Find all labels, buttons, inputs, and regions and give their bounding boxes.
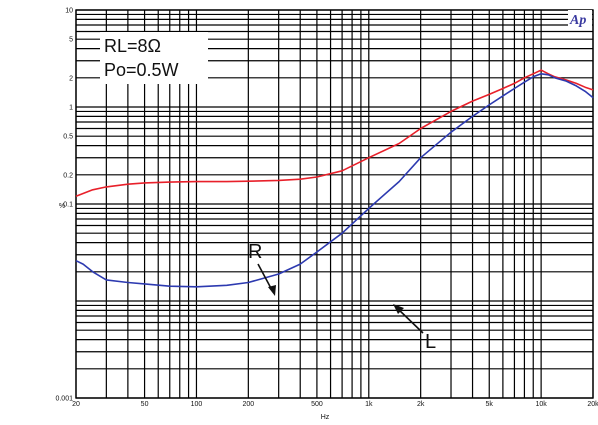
plot-frame: [75, 9, 594, 399]
x-tick-label: 2k: [417, 401, 425, 408]
data-series: [75, 69, 594, 288]
series-label-l: L: [425, 331, 436, 353]
arrow-r-head: [268, 285, 276, 296]
audio-precision-logo: Ap: [568, 10, 592, 28]
y-tick-label: 0.2: [63, 172, 73, 179]
axis-ticks: 20 50 100 200 500 1k 2k 5k 10k 20k 10 5 2 1 0.5 0.2 0.1 0…: [55, 8, 598, 409]
ap-logo-text: Ap: [569, 13, 586, 28]
series-line-r: [75, 69, 594, 198]
y-tick-label: 0.1: [63, 202, 73, 209]
arrow-l-shaft: [396, 307, 424, 334]
y-tick-label: 2: [69, 75, 73, 82]
y-tick-label: 0.001: [55, 396, 73, 403]
load-resistance-text: RL=8Ω: [104, 36, 161, 56]
x-tick-label: 200: [242, 401, 254, 408]
y-tick-label: 0.5: [63, 134, 73, 141]
x-tick-label: 10k: [535, 401, 547, 408]
y-tick-label: 5: [69, 37, 73, 44]
arrow-l-head: [393, 304, 404, 314]
output-power-text: Po=0.5W: [104, 60, 179, 80]
x-tick-label: 5k: [486, 401, 494, 408]
logo-background: [568, 10, 592, 26]
x-tick-label: 20k: [587, 401, 598, 408]
series-line-l: [75, 73, 594, 288]
y-tick-label: 1: [69, 105, 73, 112]
x-tick-label: 500: [311, 401, 323, 408]
x-axis-label: Hz: [321, 414, 330, 421]
conditions-inset: RL=8Ω Po=0.5W: [100, 32, 208, 84]
x-tick-label: 20: [72, 401, 80, 408]
x-tick-label: 1k: [365, 401, 373, 408]
curve-label-l: L: [393, 304, 436, 353]
x-tick-label: 100: [191, 401, 203, 408]
conditions-inset-background: [100, 32, 208, 84]
x-tick-label: 50: [141, 401, 149, 408]
y-tick-label: 10: [65, 8, 73, 15]
y-axis-label: %: [59, 203, 65, 210]
series-label-r: R: [248, 241, 262, 263]
curve-label-r: R: [248, 241, 276, 296]
